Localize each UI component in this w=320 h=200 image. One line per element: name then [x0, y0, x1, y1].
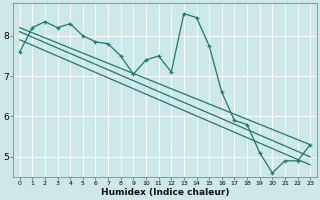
X-axis label: Humidex (Indice chaleur): Humidex (Indice chaleur): [101, 188, 229, 197]
